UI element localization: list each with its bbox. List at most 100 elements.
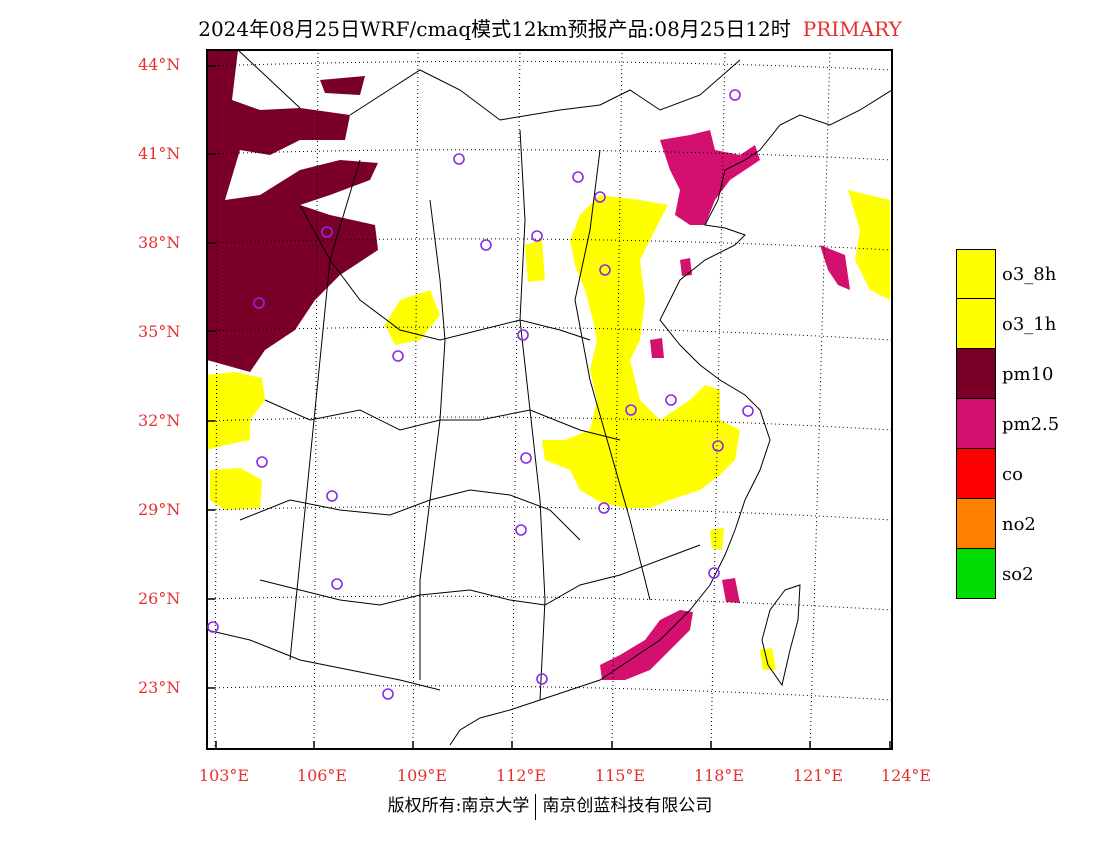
station-marker bbox=[598, 502, 610, 514]
pm10-area-north-patch bbox=[320, 76, 365, 95]
station-marker bbox=[520, 452, 532, 464]
border-central-3 bbox=[239, 489, 581, 541]
parallel-29n bbox=[206, 506, 893, 521]
copyright-left: 版权所有:南京大学 bbox=[387, 796, 530, 816]
lat-label-38n: 38°N bbox=[138, 233, 181, 252]
o3-area-west bbox=[207, 372, 265, 450]
parallel-35n bbox=[206, 326, 893, 341]
o3-area-taiwan bbox=[760, 648, 776, 670]
station-marker bbox=[729, 89, 741, 101]
lat-label-41n: 41°N bbox=[138, 144, 181, 163]
map-title: 2024年08月25日WRF/cmaq模式12km预报产品:08月25日12时 P… bbox=[0, 13, 1100, 42]
o3-area-east-coast bbox=[848, 190, 890, 300]
border-vertical-1 bbox=[419, 199, 446, 680]
legend-label: co bbox=[1002, 463, 1023, 485]
legend-swatch bbox=[956, 399, 996, 449]
footer-separator bbox=[535, 793, 537, 820]
meridian-106e bbox=[313, 49, 319, 751]
station-marker bbox=[625, 404, 637, 416]
station-marker bbox=[536, 673, 548, 685]
meridian-118e bbox=[710, 49, 726, 751]
o3-area-southwest bbox=[210, 468, 262, 510]
lon-label-118e: 118°E bbox=[693, 766, 745, 785]
border-vertical-4 bbox=[289, 159, 361, 661]
station-marker bbox=[708, 567, 720, 579]
legend-label: o3_1h bbox=[1002, 313, 1057, 335]
legend-item-pm10: pm10 bbox=[956, 349, 1059, 399]
legend-label: no2 bbox=[1002, 513, 1036, 535]
pm25-area-northeast bbox=[820, 245, 850, 290]
o3-area-central-west bbox=[385, 290, 440, 345]
station-marker bbox=[331, 578, 343, 590]
legend-label: pm10 bbox=[1002, 363, 1054, 385]
parallel-26n bbox=[206, 595, 893, 611]
pm25-area-beijing-tianjin bbox=[660, 130, 760, 225]
border-vertical-2 bbox=[519, 129, 546, 701]
monitoring-stations bbox=[207, 89, 754, 700]
station-marker bbox=[517, 329, 529, 341]
lon-label-115e: 115°E bbox=[594, 766, 646, 785]
meridian-115e bbox=[611, 49, 623, 751]
station-marker bbox=[392, 350, 404, 362]
legend-label: o3_8h bbox=[1002, 263, 1057, 285]
pollution-areas bbox=[207, 50, 890, 680]
lat-label-32n: 32°N bbox=[138, 411, 181, 430]
border-southwest bbox=[206, 629, 441, 691]
copyright-footer: 版权所有:南京大学 南京创蓝科技有限公司 bbox=[0, 791, 1100, 820]
coastline-east bbox=[449, 89, 893, 746]
pm10-area-northwest bbox=[207, 50, 378, 372]
border-vertical-3 bbox=[574, 149, 651, 601]
border-central-2 bbox=[264, 399, 621, 441]
pm25-area-fujian-coast bbox=[722, 578, 740, 603]
station-marker bbox=[480, 239, 492, 251]
legend-item-pm25: pm2.5 bbox=[956, 399, 1059, 449]
station-marker bbox=[253, 297, 265, 309]
lon-label-124e: 124°E bbox=[880, 766, 932, 785]
o3-area-central-east bbox=[542, 195, 740, 508]
lon-label-103e: 103°E bbox=[198, 766, 250, 785]
station-marker bbox=[599, 264, 611, 276]
taiwan-outline bbox=[761, 584, 801, 687]
meridian-103e bbox=[214, 49, 219, 751]
station-marker bbox=[531, 230, 543, 242]
legend-swatch bbox=[956, 449, 996, 499]
legend-swatch bbox=[956, 349, 996, 399]
lon-label-109e: 109°E bbox=[396, 766, 448, 785]
parallel-41n bbox=[206, 149, 893, 161]
copyright-right: 南京创蓝科技有限公司 bbox=[542, 796, 713, 816]
legend-swatch bbox=[956, 549, 996, 599]
station-marker bbox=[712, 440, 724, 452]
o3-area-fujian bbox=[710, 528, 724, 550]
legend-swatch bbox=[956, 249, 996, 299]
legend-swatch bbox=[956, 499, 996, 549]
station-marker bbox=[321, 226, 333, 238]
legend-label: so2 bbox=[1002, 563, 1034, 585]
meridian-121e bbox=[809, 49, 831, 751]
station-marker bbox=[256, 456, 268, 468]
station-marker bbox=[665, 394, 677, 406]
station-marker bbox=[594, 191, 606, 203]
legend-item-o3-8h: o3_8h bbox=[956, 249, 1059, 299]
pollutant-legend: o3_8h o3_1h pm10 pm2.5 co no2 so2 bbox=[956, 249, 1059, 599]
title-main: 2024年08月25日WRF/cmaq模式12km预报产品:08月25日12时 bbox=[198, 17, 791, 41]
legend-item-no2: no2 bbox=[956, 499, 1059, 549]
legend-item-co: co bbox=[956, 449, 1059, 499]
o3-area-shanxi bbox=[525, 240, 545, 282]
lat-lon-grid bbox=[206, 49, 893, 751]
pm25-area-henan bbox=[650, 338, 664, 358]
lat-label-26n: 26°N bbox=[138, 589, 181, 608]
parallel-23n bbox=[206, 685, 893, 701]
border-inner-mongolia bbox=[237, 49, 741, 121]
lon-label-112e: 112°E bbox=[495, 766, 547, 785]
station-marker bbox=[515, 524, 527, 536]
legend-item-o3-1h: o3_1h bbox=[956, 299, 1059, 349]
station-marker bbox=[382, 688, 394, 700]
pm25-area-shandong bbox=[680, 258, 692, 276]
legend-label: pm2.5 bbox=[1002, 413, 1060, 435]
meridian-109e bbox=[412, 49, 419, 751]
lat-label-29n: 29°N bbox=[138, 500, 181, 519]
lat-label-44n: 44°N bbox=[138, 55, 181, 74]
lat-label-23n: 23°N bbox=[138, 678, 181, 697]
lat-label-35n: 35°N bbox=[138, 322, 181, 341]
